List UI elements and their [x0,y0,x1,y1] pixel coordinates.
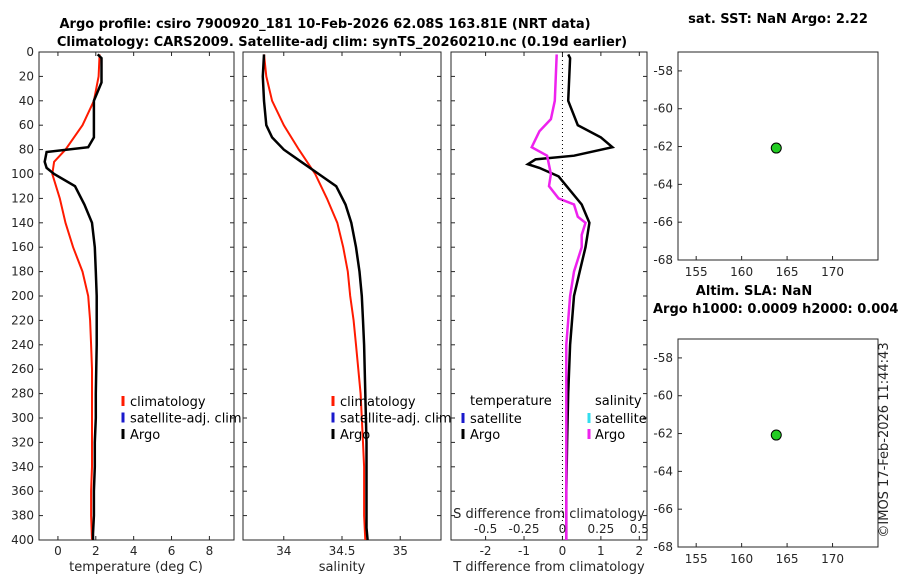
s-diff-tick-label: 0 [559,522,567,536]
y-tick-label: 340 [11,460,34,474]
y-tick-label: 120 [11,191,34,205]
map-x-tick-label: 165 [776,552,799,566]
x-tick-label: -1 [518,544,530,558]
y-tick-label: 200 [11,289,34,303]
legend-s-label: Argo [595,428,625,443]
legend-s-label: satellite [595,412,647,427]
legend-label: satellite-adj. clim [130,412,242,427]
figure-title-line2: Climatology: CARS2009. Satellite-adj cli… [57,35,627,50]
map-y-tick-label: -66 [653,502,673,516]
figure-title-line1: Argo profile: csiro 7900920_181 10-Feb-2… [59,17,590,32]
map-x-tick-label: 160 [730,265,753,279]
y-tick-label: 40 [19,94,34,108]
x-tick-label: 0 [559,544,567,558]
map-y-tick-label: -60 [653,102,673,116]
y-tick-label: 380 [11,509,34,523]
y-tick-label: 320 [11,435,34,449]
x-tick-label: 0 [54,544,62,558]
map-x-tick-label: 170 [821,552,844,566]
map-x-tick-label: 165 [776,265,799,279]
map-y-tick-label: -66 [653,215,673,229]
y-tick-label: 240 [11,338,34,352]
map-x-tick-label: 155 [685,552,708,566]
y-tick-label: 0 [26,45,34,59]
sla-map-chart: 155 160 165 170 -58 -60 -62 -64 -66 -68 [653,351,844,566]
map-y-tick-label: -62 [653,427,673,441]
y-tick-label: 360 [11,484,34,498]
y-tick-label: 60 [19,118,34,132]
series-climatology-line [263,54,367,541]
difference-panel-frame [450,51,648,541]
x-tick-label: 2 [635,544,643,558]
s-diff-tick-label: 0.25 [588,522,615,536]
y-tick-label: 220 [11,313,34,327]
map-x-tick-label: 170 [821,265,844,279]
timestamp-label: ©IMOS 17-Feb-2026 11:44:43 [877,342,892,537]
y-tick-label: 20 [19,69,34,83]
map-y-tick-label: -64 [653,464,673,478]
x-tick-label: 2 [92,544,100,558]
legend-t-label: satellite [470,412,522,427]
x-tick-label: 4 [130,544,138,558]
legend-label: Argo [340,428,370,443]
series-argo-line [43,53,103,540]
sst-map-frame [677,51,879,261]
map-y-tick-label: -64 [653,177,673,191]
difference-chart: -2 -1 0 1 2 -0.5 -0.25 0 0.25 0.5 temperature satel… [451,51,649,558]
map-y-tick-label: -58 [653,351,673,365]
s-diff-tick-label: -0.25 [508,522,539,536]
y-tick-label: 100 [11,167,34,181]
x-tick-label: -2 [480,544,492,558]
sla-map-frame [677,338,879,548]
legend-t-label: Argo [470,428,500,443]
x-tick-label: 34.5 [329,544,356,558]
y-tick-label: 300 [11,411,34,425]
map-y-tick-label: -68 [653,540,673,554]
map-x-tick-label: 155 [685,265,708,279]
y-tick-label: 280 [11,387,34,401]
x-tick-label: 35 [393,544,408,558]
legend-label: Argo [130,428,160,443]
legend-label: climatology [130,395,206,410]
y-tick-label: 80 [19,143,34,157]
y-tick-label: 260 [11,362,34,376]
y-tick-label: 140 [11,216,34,230]
salinity-xlabel: salinity [319,560,366,575]
series-argo-line [261,54,369,541]
salinity-panel-frame [242,51,442,541]
x-tick-label: 6 [168,544,176,558]
map-x-tick-label: 160 [730,552,753,566]
y-tick-label: 160 [11,240,34,254]
sla-map-title: Altim. SLA: NaN [696,284,812,299]
map-y-tick-label: -62 [653,140,673,154]
x-tick-label: 1 [597,544,605,558]
temperature-chart: 0 2 4 6 802040608010012014016018020022024026… [11,45,242,558]
s-diff-tick-label: -0.5 [474,522,497,536]
t-difference-xlabel: T difference from climatology [452,560,645,575]
x-tick-label: 34 [276,544,291,558]
x-tick-label: 8 [206,544,214,558]
temperature-xlabel: temperature (deg C) [69,560,203,575]
map-y-tick-label: -58 [653,64,673,78]
sst-map-title: sat. SST: NaN Argo: 2.22 [688,12,868,27]
sla-map-subtitle: Argo h1000: 0.0009 h2000: 0.004 [653,302,898,317]
y-tick-label: 400 [11,533,34,547]
s-diff-tick-label: 0.5 [630,522,649,536]
map-y-tick-label: -60 [653,389,673,403]
legend-s-header: salinity [595,394,642,409]
series-s-argo-line [530,54,587,540]
legend-t-header: temperature [470,394,552,409]
temperature-panel-frame [38,51,235,541]
s-difference-label: S difference from climatology [453,507,645,522]
argo-position-marker [770,142,782,154]
argo-position-marker [770,429,782,441]
legend-label: climatology [340,395,416,410]
y-tick-label: 180 [11,265,34,279]
salinity-chart: 34 34.5 35 climatology satellite-adj. climAr… [243,51,452,558]
sst-map-chart: 155 160 165 170 -58 -60 -62 -64 -66 -68 [653,64,844,279]
legend-label: satellite-adj. clim [340,412,452,427]
series-climatology-line [51,54,101,541]
map-y-tick-label: -68 [653,253,673,267]
